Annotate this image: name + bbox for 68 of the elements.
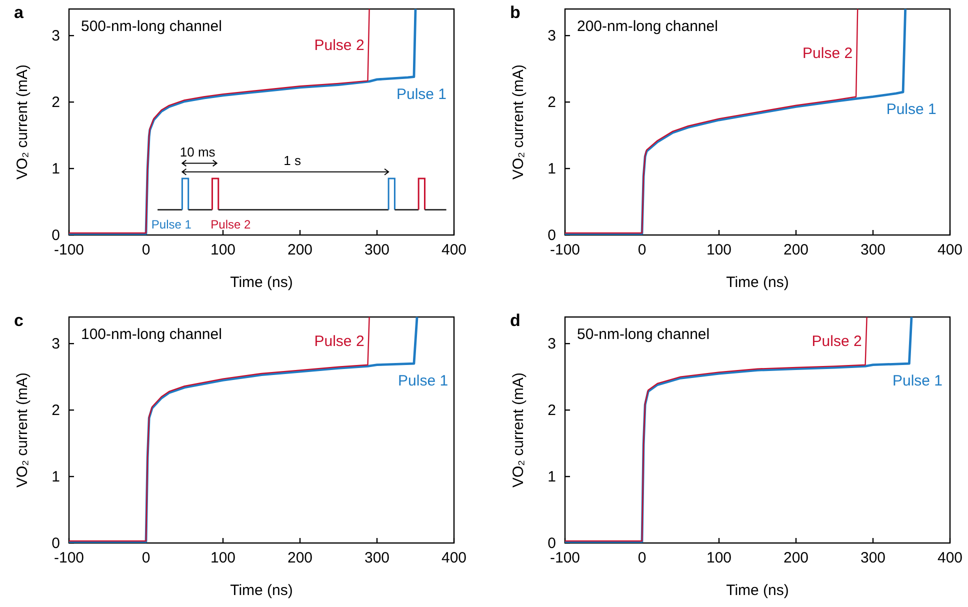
x-tick-label: 0 bbox=[142, 550, 150, 567]
y-axis-title: VO₂ current (mA) bbox=[510, 372, 527, 488]
x-tick-label: -100 bbox=[550, 242, 580, 259]
series-label: Pulse 1 bbox=[398, 372, 448, 390]
y-tick-label: 3 bbox=[52, 27, 60, 44]
annotation: Pulse 2 bbox=[210, 217, 252, 232]
x-tick-label: 400 bbox=[441, 550, 467, 567]
y-axis-title: VO₂ current (mA) bbox=[510, 64, 527, 180]
chart-title: a bbox=[14, 3, 24, 22]
x-tick-label: 100 bbox=[210, 242, 236, 259]
y-tick-label: 2 bbox=[548, 402, 556, 419]
y-tick-label: 1 bbox=[548, 160, 556, 178]
x-tick-label: 300 bbox=[364, 550, 390, 567]
chart-title: c bbox=[14, 311, 24, 330]
y-tick-label: 1 bbox=[548, 468, 556, 486]
y-axis-title: VO₂ current (mA) bbox=[14, 64, 31, 180]
series-label: Pulse 2 bbox=[802, 45, 853, 62]
x-tick-label: 100 bbox=[210, 550, 236, 567]
chart-title: d bbox=[510, 311, 520, 330]
annotation: 100-nm-long channel bbox=[81, 326, 222, 343]
x-tick-label: -100 bbox=[54, 550, 84, 567]
y-tick-label: 0 bbox=[548, 534, 556, 552]
annotation: Pulse 1 bbox=[151, 217, 192, 232]
y-tick-label: 2 bbox=[52, 94, 60, 111]
chart-title: b bbox=[510, 3, 520, 22]
y-tick-label: 0 bbox=[548, 226, 556, 244]
x-tick-label: 0 bbox=[638, 242, 646, 259]
x-tick-label: 300 bbox=[860, 242, 886, 259]
x-axis-title: Time (ns) bbox=[726, 274, 789, 291]
annotation: 200-nm-long channel bbox=[577, 18, 718, 35]
x-tick-label: 300 bbox=[860, 550, 886, 567]
x-tick-label: 400 bbox=[441, 242, 467, 259]
x-tick-label: 200 bbox=[287, 550, 313, 567]
x-tick-label: 200 bbox=[783, 242, 809, 259]
x-tick-label: 300 bbox=[364, 242, 390, 259]
x-axis-title: Time (ns) bbox=[230, 582, 293, 599]
y-tick-label: 1 bbox=[52, 160, 60, 178]
y-tick-label: 0 bbox=[52, 226, 60, 244]
series-label: Pulse 1 bbox=[886, 101, 936, 118]
annotation: 500-nm-long channel bbox=[81, 18, 222, 35]
y-tick-label: 1 bbox=[52, 468, 60, 486]
x-tick-label: 100 bbox=[706, 242, 732, 259]
annotation: 1 s bbox=[284, 153, 302, 168]
y-tick-label: 3 bbox=[52, 335, 60, 352]
x-tick-label: 0 bbox=[142, 242, 150, 259]
y-tick-label: 3 bbox=[548, 335, 556, 352]
x-axis-title: Time (ns) bbox=[230, 274, 293, 291]
x-tick-label: -100 bbox=[550, 550, 580, 567]
series-label: Pulse 2 bbox=[812, 333, 862, 350]
annotation: 10 ms bbox=[180, 144, 216, 160]
x-tick-label: 200 bbox=[783, 550, 809, 567]
x-axis-title: Time (ns) bbox=[726, 582, 789, 599]
x-tick-label: 200 bbox=[287, 242, 313, 259]
x-tick-label: -100 bbox=[54, 242, 84, 259]
series-label: Pulse 2 bbox=[314, 333, 364, 350]
y-tick-label: 0 bbox=[52, 534, 60, 552]
series-label: Pulse 2 bbox=[314, 37, 364, 54]
y-tick-label: 2 bbox=[52, 402, 60, 419]
y-tick-label: 3 bbox=[548, 27, 556, 44]
series-label: Pulse 1 bbox=[892, 372, 943, 390]
x-tick-label: 0 bbox=[638, 550, 646, 567]
annotation: 50-nm-long channel bbox=[577, 326, 710, 343]
x-tick-label: 100 bbox=[706, 550, 732, 567]
x-tick-label: 400 bbox=[937, 550, 963, 567]
y-tick-label: 2 bbox=[548, 94, 556, 111]
y-axis-title: VO₂ current (mA) bbox=[14, 372, 31, 488]
x-tick-label: 400 bbox=[937, 242, 963, 259]
series-label: Pulse 1 bbox=[396, 86, 447, 103]
